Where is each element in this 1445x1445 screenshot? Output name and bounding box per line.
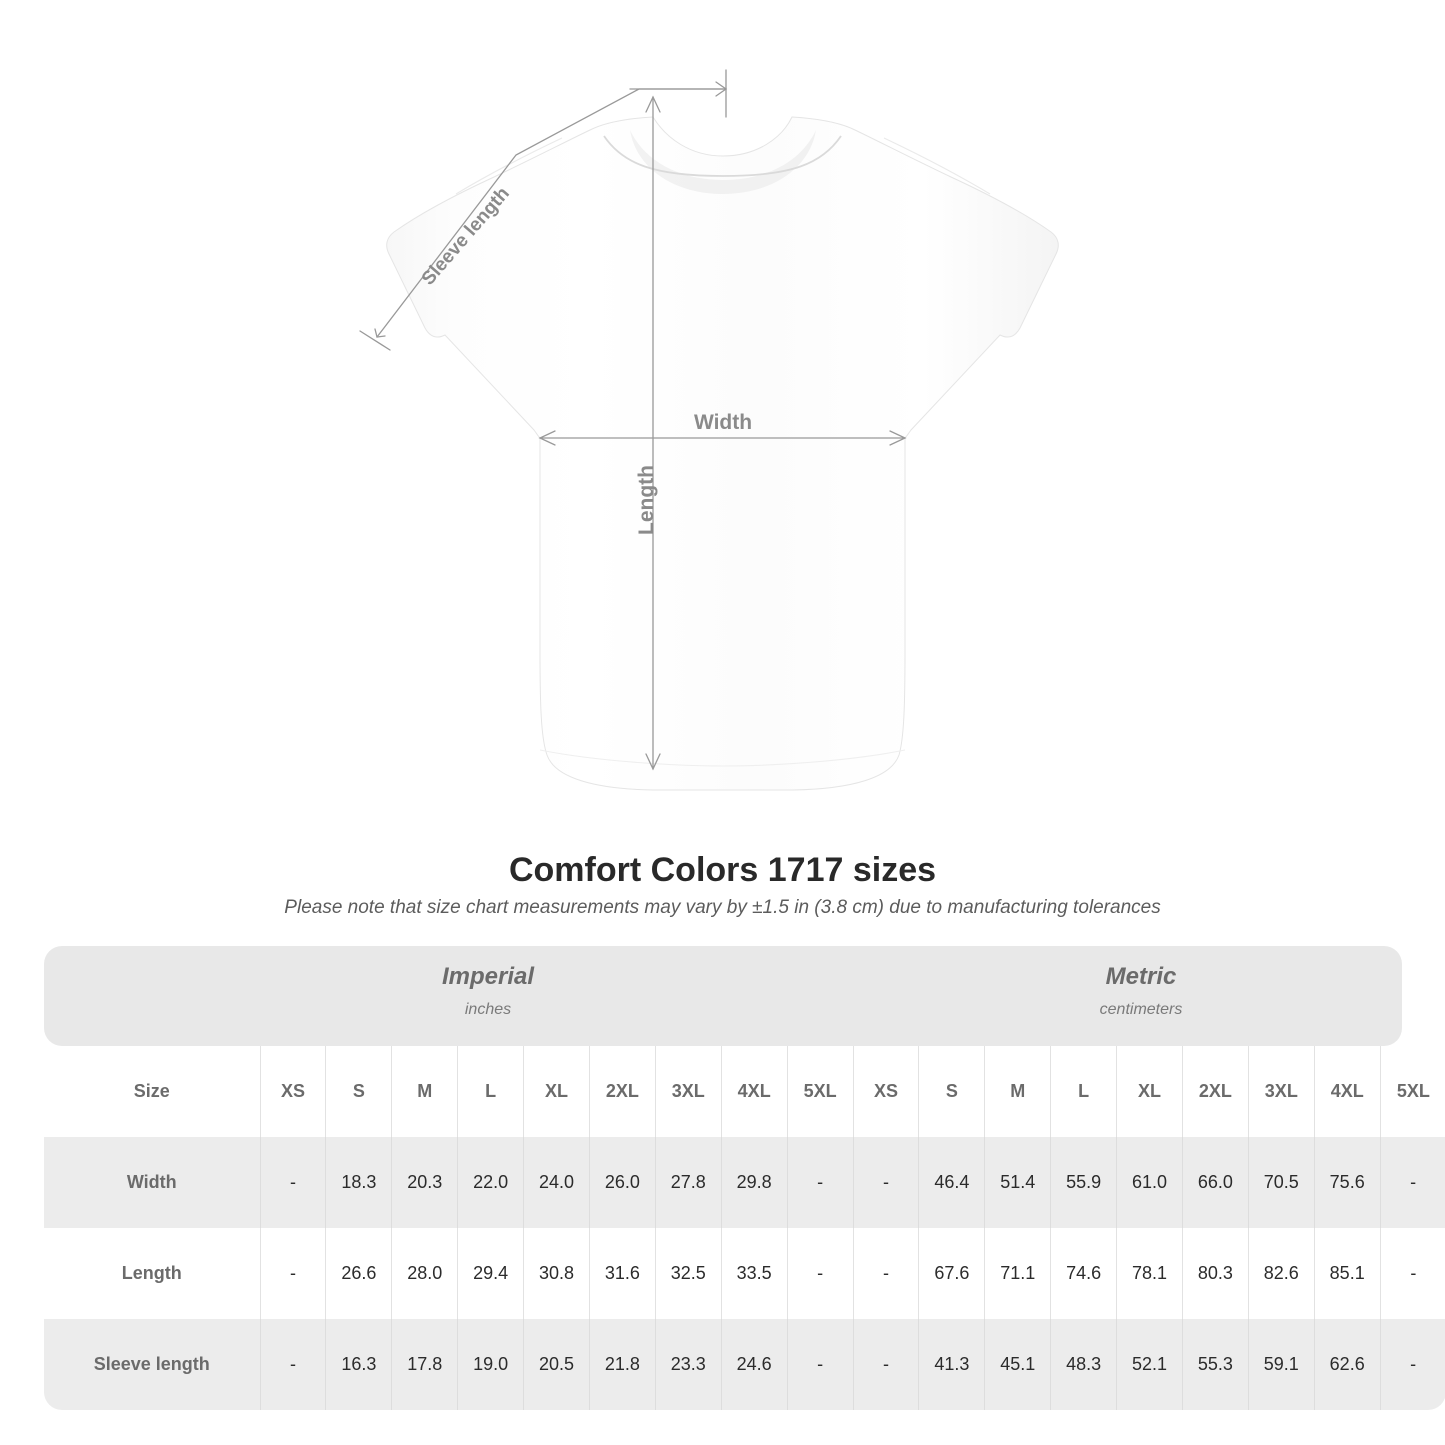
svg-text:Width: Width	[694, 411, 752, 434]
svg-text:Length: Length	[635, 465, 658, 535]
